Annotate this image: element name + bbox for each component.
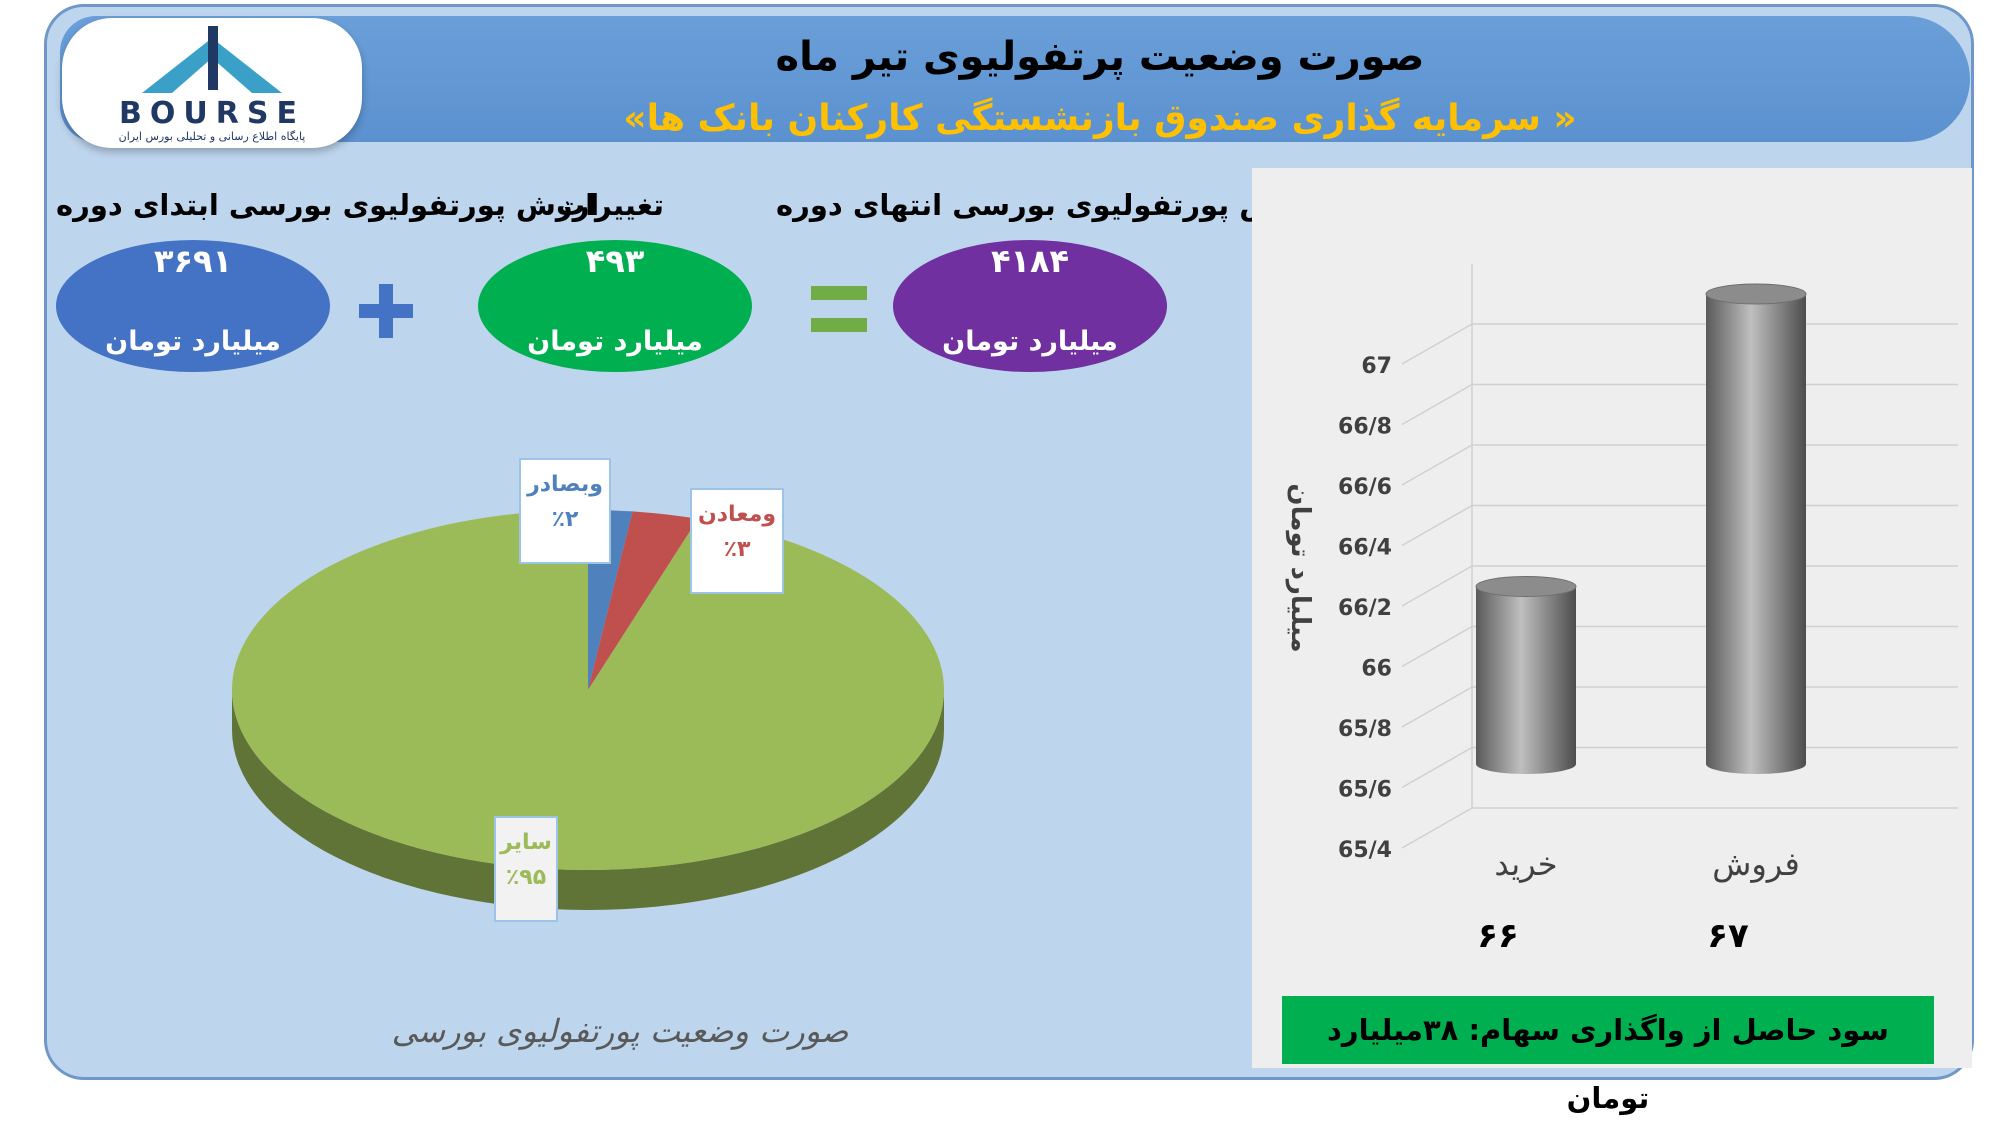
pie-slice-2 <box>232 510 945 871</box>
category-label-0: خرید <box>1494 845 1557 883</box>
y-tick-label: 67 <box>1361 354 1392 379</box>
slice-label-sayer: سایر <box>500 830 552 855</box>
start-value-number: ۳۶۹۱ <box>153 242 233 280</box>
end-value-unit: میلیارد تومان <box>942 326 1118 357</box>
logo-wordmark: BOURSE <box>119 96 305 131</box>
category-label-1: فروش <box>1712 845 1799 883</box>
y-tick-label: 65/4 <box>1338 838 1392 863</box>
callout-sayer: سایر ٪۹۵ <box>494 816 558 922</box>
slice-label-vmaaden: ومعادن <box>697 502 777 527</box>
y-tick-label: 66/4 <box>1338 536 1392 561</box>
value-label-1: ۶۷ <box>1707 916 1749 956</box>
grid-line-side <box>1401 444 1473 486</box>
grid-line-side <box>1401 383 1473 426</box>
equals-icon-bar <box>811 318 867 332</box>
slice-value-sayer: ٪۹۵ <box>505 865 547 890</box>
bar-chart-panel <box>1252 168 1972 1068</box>
page-title: صورت وضعیت پرتفولیوی تیر ماه <box>775 34 1425 80</box>
grid-line-side <box>1401 565 1473 607</box>
profit-banner: سود حاصل از واگذاری سهام: ۳۸میلیارد توما… <box>1282 996 1934 1115</box>
callout-vbsader: وبصادر ٪۲ <box>519 458 611 564</box>
change-oval: ۴۹۳ میلیارد تومان <box>478 240 752 372</box>
y-tick-label: 66 <box>1361 657 1392 682</box>
change-number: ۴۹۳ <box>585 242 645 280</box>
y-tick-label: 65/8 <box>1338 717 1392 742</box>
logo-tagline: پایگاه اطلاع رسانی و تحلیلی بورس ایران <box>118 130 306 143</box>
y-tick-label: 65/6 <box>1338 778 1392 803</box>
bourse-logo: BOURSE پایگاه اطلاع رسانی و تحلیلی بورس … <box>62 18 362 148</box>
bar-top-1 <box>1705 283 1807 305</box>
plus-icon-bar <box>359 304 413 318</box>
buy-sell-bar-chart: 65/4 65/6 65/8 66 66/2 66/4 66/6 66/8 67 میلیارد … <box>1285 264 1958 956</box>
y-axis-label: میلیارد تومان <box>1285 483 1315 652</box>
bar-0 <box>1476 586 1576 774</box>
change-unit: میلیارد تومان <box>527 326 703 357</box>
grid-line-side <box>1401 504 1473 547</box>
slice-value-vmaaden: ٪۳ <box>723 537 751 562</box>
start-value-unit: میلیارد تومان <box>105 326 281 357</box>
slice-value-vbsader: ٪۲ <box>551 507 579 532</box>
grid-line-side <box>1401 807 1473 849</box>
y-tick-label: 66/8 <box>1338 415 1392 440</box>
pie-side-2 <box>232 690 944 910</box>
pie-caption: صورت وضعیت پورتفولیوی بورسی <box>391 1012 849 1050</box>
y-tick-label: 66/6 <box>1338 475 1392 500</box>
grid-line-side <box>1401 625 1473 668</box>
grid-line-side <box>1401 686 1473 728</box>
start-value-oval: ۳۶۹۱ میلیارد تومان <box>56 240 330 372</box>
change-label: تغییرات <box>555 188 665 222</box>
pie-slice-1 <box>588 511 699 690</box>
end-value-label: ارزش پورتفولیوی بورسی انتهای دوره <box>776 188 1323 222</box>
y-tick-label: 66/2 <box>1338 596 1392 621</box>
grid-line-side <box>1401 746 1473 789</box>
bar-top-0 <box>1475 576 1577 597</box>
equals-icon <box>811 286 867 300</box>
end-value-oval: ۴۱۸۴ میلیارد تومان <box>893 240 1167 372</box>
grid-line-side <box>1401 323 1473 365</box>
end-value-number: ۴۱۸۴ <box>990 242 1070 280</box>
slice-label-vbsader: وبصادر <box>527 472 603 497</box>
callout-vmaaden: ومعادن ٪۳ <box>690 488 784 594</box>
header-band: صورت وضعیت پرتفولیوی تیر ماه «سرمایه گذا… <box>60 16 1970 142</box>
value-label-0: ۶۶ <box>1477 916 1519 956</box>
bar-1 <box>1706 294 1806 774</box>
page-subtitle: «سرمایه گذاری صندوق بازنشستگی کارکنان با… <box>623 98 1577 139</box>
start-value-label: ارزش پورتفولیوی بورسی ابتدای دوره <box>56 188 600 222</box>
logo-emblem <box>142 26 282 93</box>
